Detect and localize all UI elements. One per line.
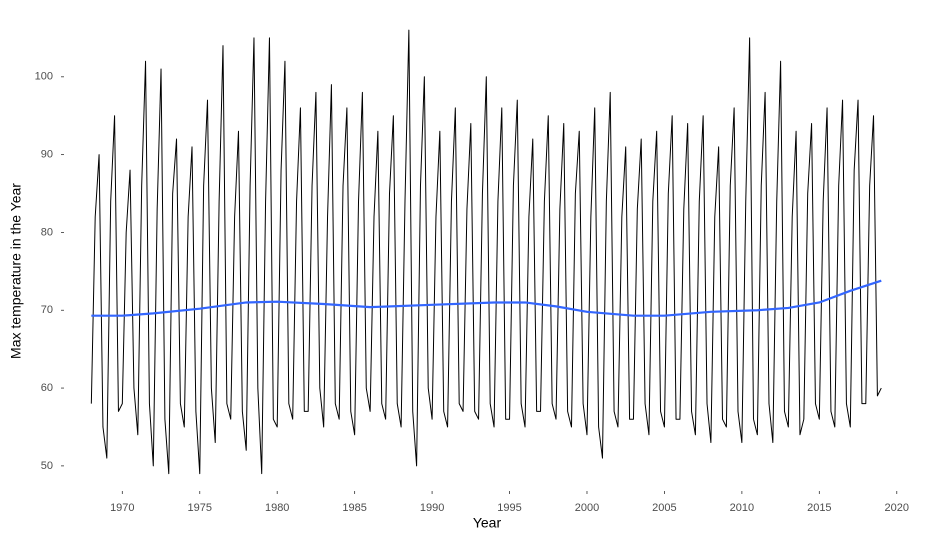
y-tick-label: 90 bbox=[41, 149, 53, 161]
x-tick-label: 2010 bbox=[730, 502, 754, 514]
x-tick-label: 1980 bbox=[265, 502, 289, 514]
x-tick-label: 1970 bbox=[110, 502, 134, 514]
x-tick-label: 1985 bbox=[342, 502, 366, 514]
x-tick-label: 2020 bbox=[885, 502, 909, 514]
x-tick-label: 2000 bbox=[575, 502, 599, 514]
y-axis-title: Max temperature in the Year bbox=[8, 183, 24, 359]
y-tick-label: 70 bbox=[41, 304, 53, 316]
x-tick-label: 2015 bbox=[807, 502, 831, 514]
x-tick-label: 1990 bbox=[420, 502, 444, 514]
x-tick-label: 1975 bbox=[188, 502, 212, 514]
x-tick-label: 2005 bbox=[652, 502, 676, 514]
y-tick-label: 100 bbox=[35, 71, 53, 83]
y-tick-label: 50 bbox=[41, 460, 53, 472]
series-line bbox=[90, 29, 882, 475]
x-tick-label: 1995 bbox=[497, 502, 521, 514]
y-tick-label: 80 bbox=[41, 226, 53, 238]
x-axis-title: Year bbox=[473, 515, 502, 531]
y-tick-label: 60 bbox=[41, 382, 53, 394]
series-line bbox=[91, 279, 882, 317]
